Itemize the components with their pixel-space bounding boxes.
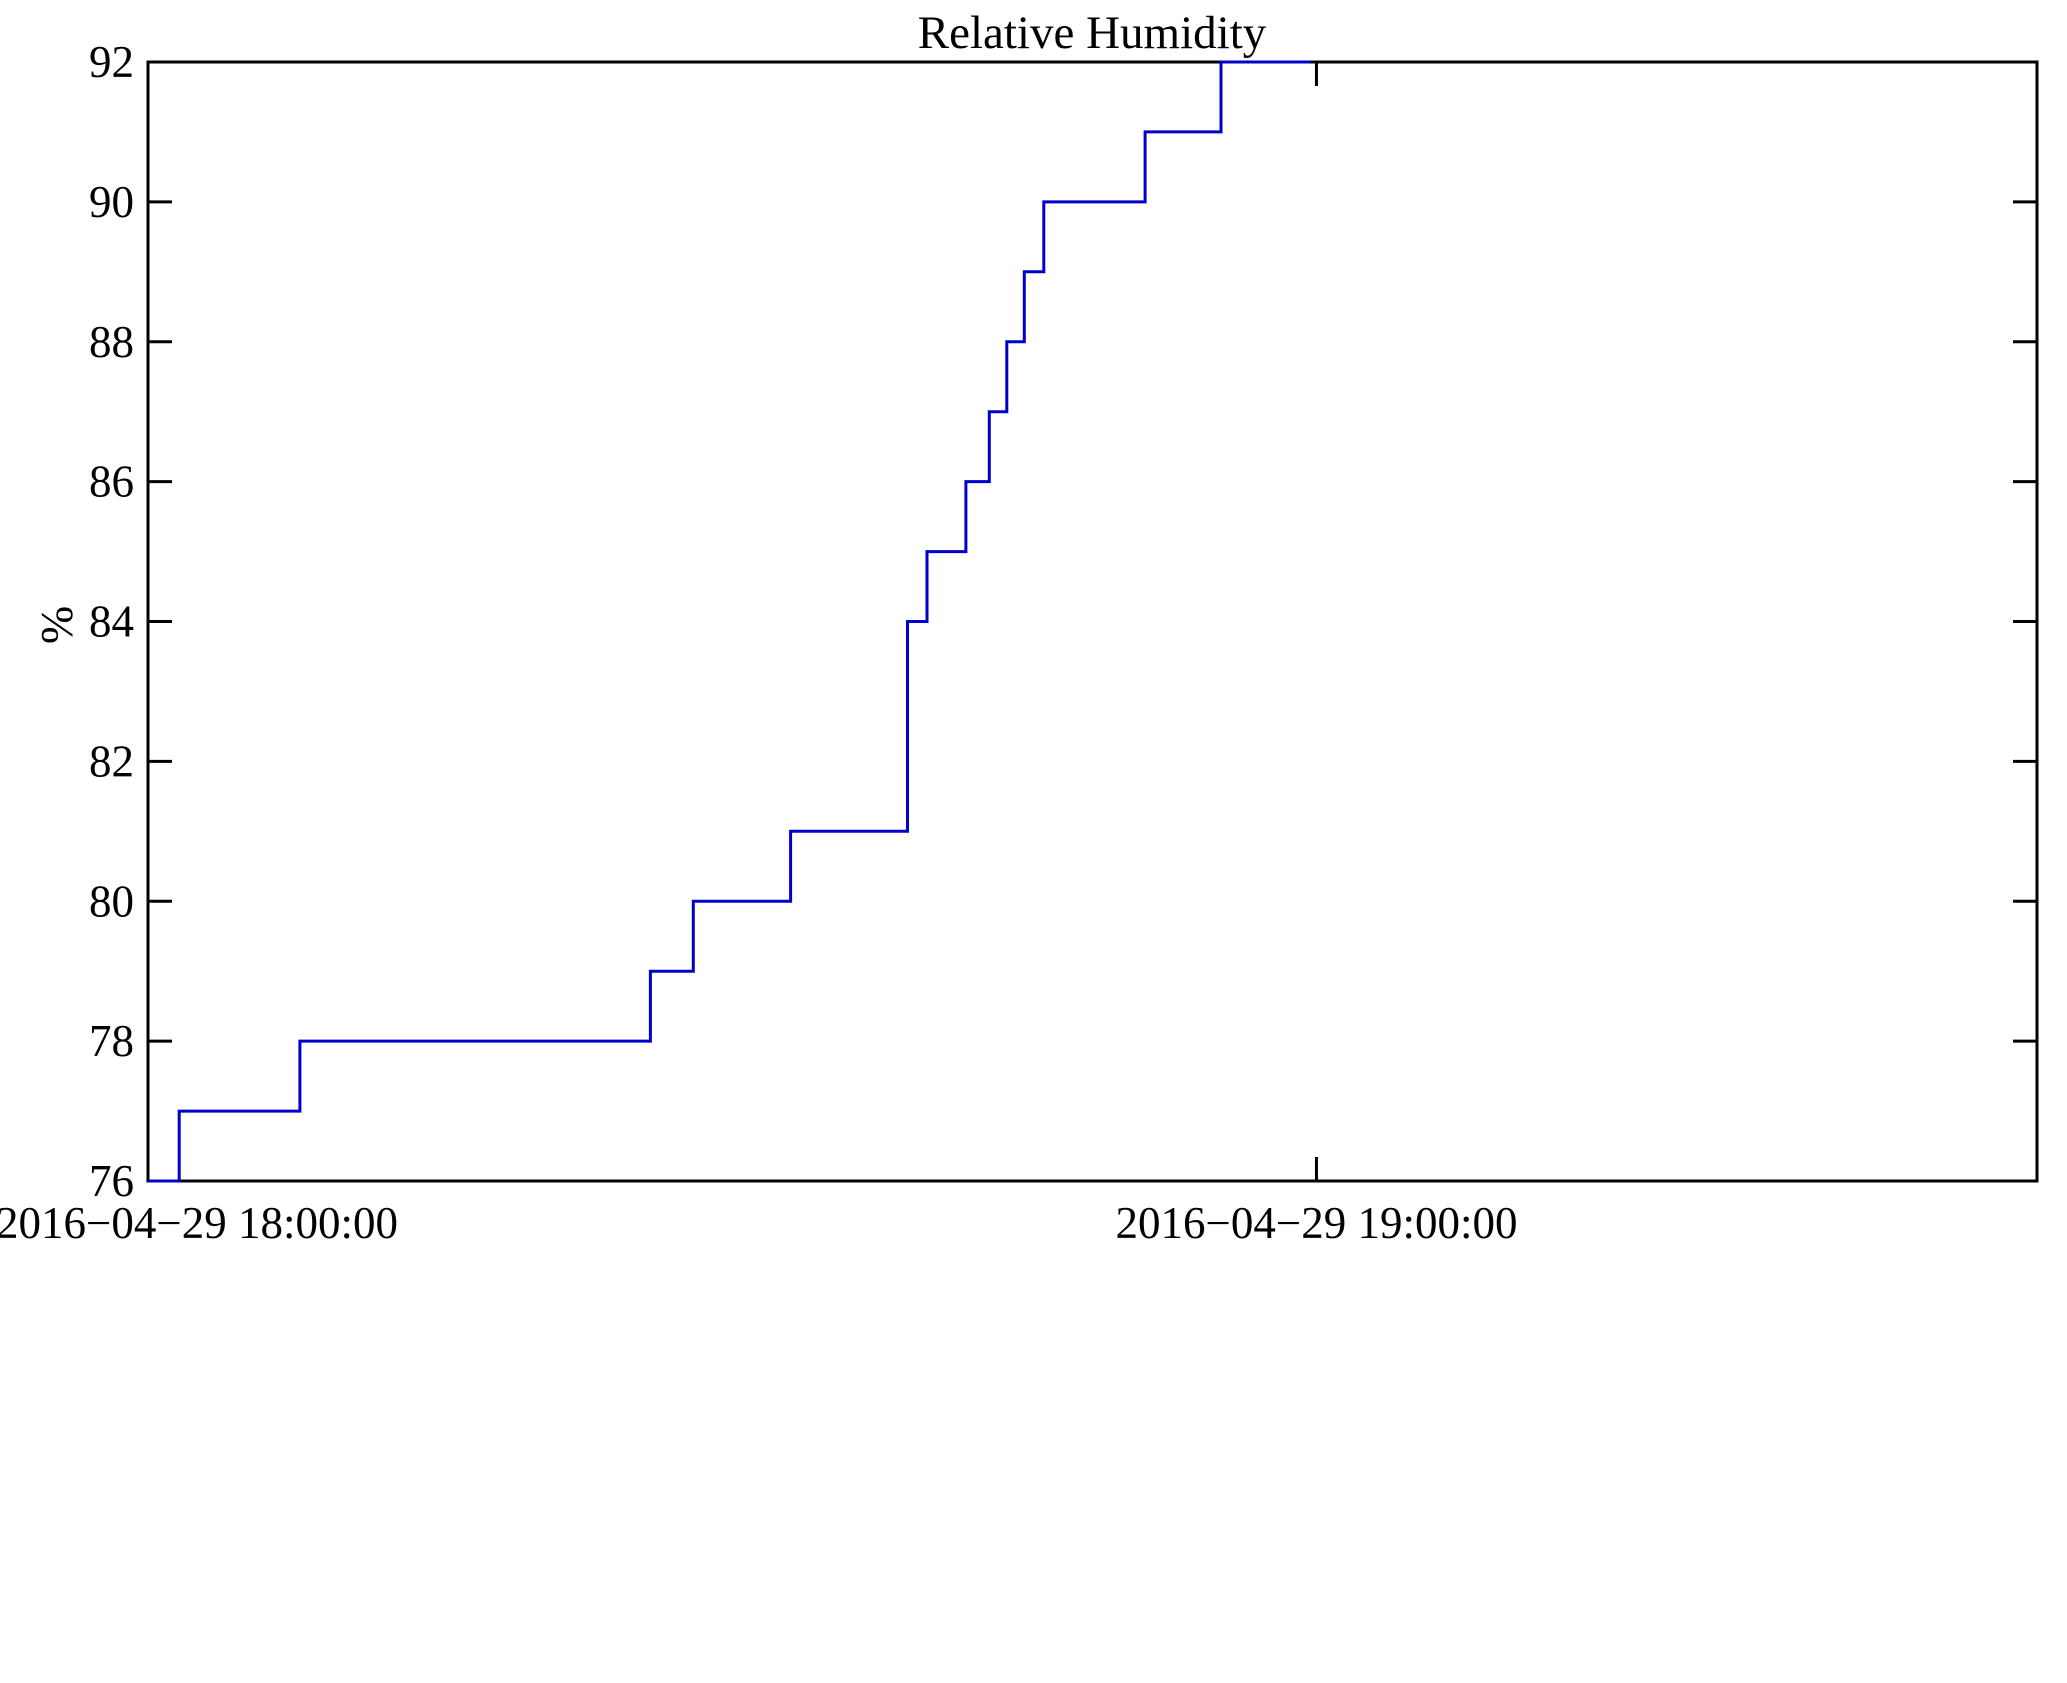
- y-tick-label: 90: [89, 177, 134, 227]
- x-axis-ticks: 2016−04−29 18:00:00 2016−04−29 19:00:00: [0, 62, 1517, 1248]
- y-axis-ticks: 76 78 80 82 84 86 88 90 92: [89, 37, 2037, 1206]
- y-tick-label: 92: [89, 37, 134, 87]
- y-axis-label: %: [31, 606, 82, 644]
- y-tick-label: 88: [89, 317, 134, 367]
- humidity-series-path: [148, 60, 1311, 1183]
- y-tick-label: 76: [89, 1156, 134, 1206]
- y-tick-label: 78: [89, 1016, 134, 1066]
- humidity-step-line: [148, 60, 1311, 1183]
- chart-title: Relative Humidity: [918, 7, 1267, 59]
- x-tick-label: 2016−04−29 19:00:00: [1115, 1198, 1517, 1248]
- plot-frame: [146, 60, 2039, 1183]
- y-tick-label: 80: [89, 876, 134, 926]
- x-tick-label: 2016−04−29 18:00:00: [0, 1198, 398, 1248]
- y-tick-label: 82: [89, 736, 134, 786]
- y-tick-label: 86: [89, 457, 134, 507]
- y-tick-label: 84: [89, 597, 134, 647]
- plot-border: [146, 60, 2039, 1183]
